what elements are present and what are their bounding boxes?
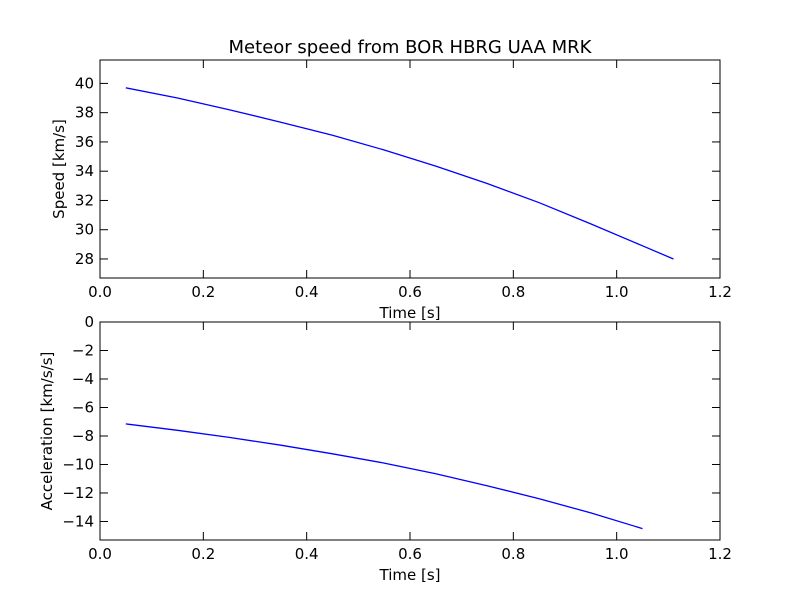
y-tick-label: −10 [62,455,94,473]
y-tick-label: 40 [75,74,94,92]
y-tick-label: 30 [75,221,94,239]
acceleration-series-line [125,423,643,530]
acceleration-plot-xlabel: Time [s] [379,566,441,584]
y-tick-label: −2 [72,341,94,359]
speed-plot-title: Meteor speed from BOR HBRG UAA MRK [229,37,593,58]
acceleration-plot: Time [s] Acceleration [km/s/s] 0.0 0.2 0.4… [38,313,732,584]
x-tick-label: 0.6 [398,283,422,301]
x-tick-label: 0.8 [501,283,525,301]
x-tick-label: 0.4 [295,545,319,563]
x-tick-label: 0.2 [191,545,215,563]
y-tick-label: −8 [72,427,94,445]
x-tick-label: 0.6 [398,545,422,563]
x-tick-label: 0.2 [191,283,215,301]
x-tick-label: 1.0 [605,283,629,301]
x-tick-label: 0.0 [88,545,112,563]
y-tick-label: 36 [75,133,94,151]
speed-plot-xlabel: Time [s] [379,304,441,322]
y-tick-label: 0 [84,313,94,331]
speed-plot: Meteor speed from BOR HBRG UAA MRK Time … [50,37,732,322]
acceleration-plot-ylabel: Acceleration [km/s/s] [38,352,56,511]
speed-series-line [125,87,674,260]
y-tick-label: −6 [72,398,94,416]
y-tick-label: 32 [75,191,94,209]
speed-plot-ylabel: Speed [km/s] [50,119,68,219]
acceleration-plot-frame [99,321,721,541]
x-tick-label: 0.4 [295,283,319,301]
x-tick-label: 1.0 [605,545,629,563]
y-tick-label: −4 [72,370,94,388]
y-tick-label: 28 [75,250,94,268]
y-tick-label: 38 [75,104,94,122]
x-tick-label: 0.8 [501,545,525,563]
x-tick-label: 0.0 [88,283,112,301]
x-tick-label: 1.2 [708,283,732,301]
y-tick-label: −14 [62,512,94,530]
y-tick-label: 34 [75,162,94,180]
y-tick-label: −12 [62,484,94,502]
speed-plot-frame [99,59,721,279]
x-tick-label: 1.2 [708,545,732,563]
